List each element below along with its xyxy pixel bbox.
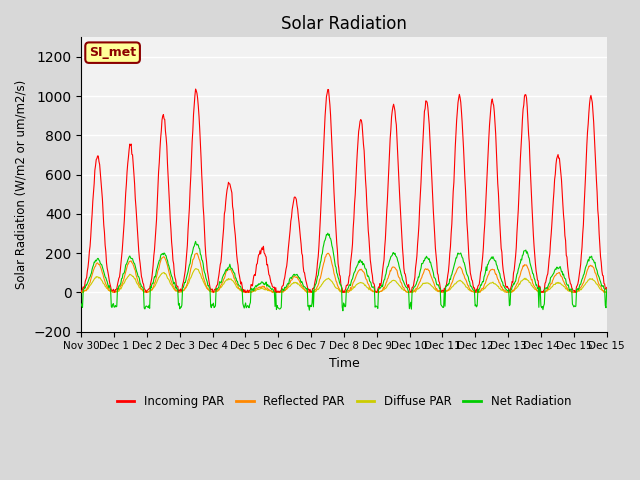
Y-axis label: Solar Radiation (W/m2 or um/m2/s): Solar Radiation (W/m2 or um/m2/s)	[15, 80, 28, 289]
X-axis label: Time: Time	[328, 357, 359, 370]
Text: SI_met: SI_met	[89, 46, 136, 59]
Title: Solar Radiation: Solar Radiation	[281, 15, 407, 33]
Legend: Incoming PAR, Reflected PAR, Diffuse PAR, Net Radiation: Incoming PAR, Reflected PAR, Diffuse PAR…	[112, 391, 576, 413]
